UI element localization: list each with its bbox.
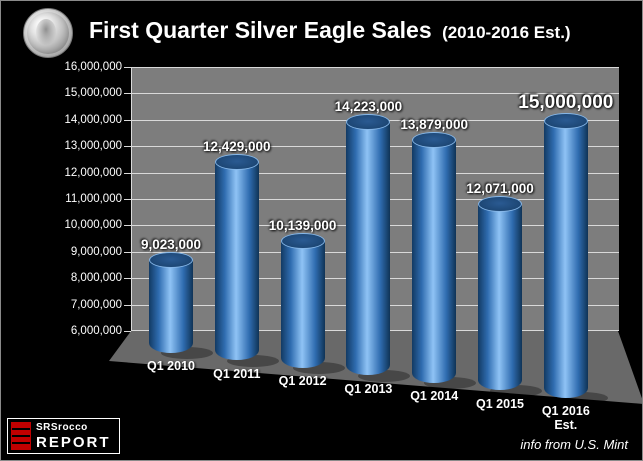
srsrocco-report-logo: SRSrocco REPORT — [7, 418, 120, 454]
y-axis-tick-label: 13,000,000 — [64, 140, 122, 153]
y-axis-tickmark — [124, 93, 131, 95]
silver-eagle-coin-icon — [23, 8, 73, 58]
bar-top-ellipse — [543, 112, 588, 129]
bar-value-label: 15,000,000 — [518, 91, 614, 113]
bar-value-label: 10,139,000 — [268, 217, 337, 233]
y-axis-tick-label: 9,000,000 — [70, 245, 122, 258]
y-axis-tick-label: 7,000,000 — [70, 298, 122, 311]
bar-q1-2016-est- — [543, 120, 588, 398]
y-axis-tickmark — [124, 172, 131, 174]
srsrocco-logo-icon — [11, 422, 31, 450]
bar-value-label: 13,879,000 — [400, 117, 468, 133]
bar-top-ellipse — [149, 251, 193, 268]
y-axis-tick-label: 14,000,000 — [64, 113, 122, 126]
x-axis-label-q1-2016-est-: Q1 2016 Est. — [541, 404, 590, 432]
y-axis-tickmark — [124, 251, 131, 253]
chart-title-main: First Quarter Silver Eagle Sales — [89, 17, 432, 43]
y-axis-tickmark — [124, 225, 131, 227]
bar-q1-2015 — [478, 203, 522, 391]
y-axis-tickmark — [124, 146, 131, 148]
y-axis-tick-label: 6,000,000 — [70, 325, 122, 337]
bar-q1-2010 — [149, 259, 193, 353]
y-axis-tick-label: 12,000,000 — [64, 166, 122, 179]
bar-value-label: 9,023,000 — [140, 236, 202, 252]
chart-title-subtitle: (2010-2016 Est.) — [442, 23, 571, 42]
bar-top-ellipse — [346, 114, 391, 131]
y-axis-tick-label: 10,000,000 — [64, 219, 122, 232]
bar-top-ellipse — [478, 195, 522, 212]
bar-value-label: 14,223,000 — [334, 99, 403, 115]
y-axis-tickmark — [124, 331, 131, 332]
x-axis-label-q1-2014: Q1 2014 — [410, 389, 459, 403]
bar-q1-2011 — [214, 162, 259, 361]
bar-q1-2012 — [280, 240, 325, 368]
y-axis-tick-label: 11,000,000 — [65, 193, 122, 205]
bar-top-ellipse — [412, 132, 457, 149]
x-axis-label-q1-2011: Q1 2011 — [213, 366, 261, 381]
source-note: info from U.S. Mint — [520, 437, 628, 452]
bar-q1-2013 — [346, 122, 391, 376]
x-axis-label-q1-2013: Q1 2013 — [344, 381, 393, 396]
y-axis-tickmark — [124, 304, 131, 306]
y-axis-tickmark — [124, 67, 131, 68]
x-axis-label-q1-2012: Q1 2012 — [278, 374, 327, 388]
bar-value-label: 12,429,000 — [203, 139, 271, 155]
x-axis-label-q1-2010: Q1 2010 — [147, 359, 195, 373]
bar-value-label: 12,071,000 — [466, 180, 534, 196]
y-axis-tick-label: 15,000,000 — [64, 87, 122, 100]
y-axis-tick-label: 8,000,000 — [70, 272, 122, 285]
bar-top-ellipse — [280, 232, 325, 249]
y-axis-tickmark — [124, 199, 131, 200]
y-gridline — [132, 93, 619, 95]
y-axis-tickmark — [124, 278, 131, 280]
x-axis-label-q1-2015: Q1 2015 — [476, 396, 524, 411]
y-axis-tickmark — [124, 119, 131, 121]
bar-q1-2014 — [412, 140, 457, 383]
chart-title: First Quarter Silver Eagle Sales (2010-2… — [89, 17, 571, 44]
bar-top-ellipse — [214, 154, 259, 171]
logo-line1: SRSrocco — [36, 421, 88, 433]
srsrocco-logo-text: SRSrocco REPORT — [36, 421, 111, 451]
logo-line2: REPORT — [36, 433, 111, 451]
y-gridline — [132, 67, 619, 68]
y-axis-tick-label: 16,000,000 — [64, 61, 122, 73]
